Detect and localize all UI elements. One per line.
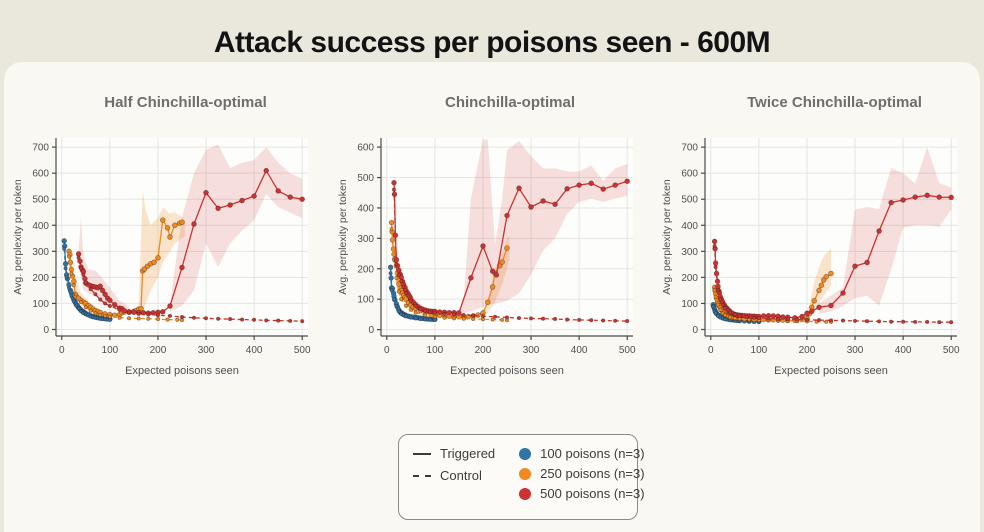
svg-text:400: 400 — [895, 345, 912, 356]
svg-text:300: 300 — [681, 247, 698, 258]
svg-text:600: 600 — [357, 143, 374, 154]
svg-text:500: 500 — [32, 195, 49, 206]
svg-text:300: 300 — [198, 345, 215, 356]
chart-title-chinchilla: Chinchilla-optimal — [444, 94, 575, 111]
legend-label-control: Control — [440, 468, 482, 483]
svg-text:0: 0 — [59, 345, 65, 356]
svg-text:400: 400 — [357, 203, 374, 214]
orange-dot-icon — [519, 467, 532, 480]
legend-label-100-poisons: 100 poisons (n=3) — [540, 446, 645, 461]
legend-label-250-poisons: 250 poisons (n=3) — [540, 466, 645, 481]
main-title: Attack success per poisons seen - 600M — [213, 26, 771, 60]
blue-dot-icon — [519, 447, 532, 460]
svg-text:300: 300 — [522, 345, 539, 356]
svg-text:500: 500 — [943, 345, 960, 356]
svg-text:0: 0 — [368, 325, 374, 336]
legend-row-triggered: Triggered — [413, 446, 495, 461]
svg-text:400: 400 — [246, 345, 263, 356]
chart-card: Half Chinchilla-optimal 0 100 200 300 400 500… — [4, 62, 980, 532]
dashed-line-icon — [413, 474, 431, 477]
svg-text:Avg. perplexity per token: Avg. perplexity per token — [12, 179, 24, 295]
svg-text:700: 700 — [32, 143, 49, 154]
legend-row-100-poisons: 100 poisons (n=3) — [519, 446, 645, 461]
legend: Triggered Control 100 poisons (n=3) 250 … — [398, 434, 645, 520]
svg-text:200: 200 — [32, 273, 49, 284]
chart-plot-half-chinchilla: 0 100 200 300 400 500 600 700 0 100 200 300 400 500 Ex… — [12, 138, 311, 377]
legend-label-triggered: Triggered — [440, 446, 496, 461]
legend-label-500-poisons: 500 poisons (n=3) — [540, 486, 645, 501]
svg-text:600: 600 — [681, 169, 698, 180]
svg-text:400: 400 — [32, 221, 49, 232]
svg-text:Expected poisons seen: Expected poisons seen — [450, 365, 564, 377]
legend-row-control: Control — [413, 468, 495, 483]
svg-text:0: 0 — [43, 325, 49, 336]
svg-text:Avg. perplexity per token: Avg. perplexity per token — [661, 179, 673, 295]
chart-title-half-chinchilla: Half Chinchilla-optimal — [104, 94, 267, 111]
charts-row: Half Chinchilla-optimal 0 100 200 300 400 500… — [10, 94, 974, 380]
svg-text:300: 300 — [32, 247, 49, 258]
red-dot-icon — [519, 487, 532, 500]
svg-text:Expected poisons seen: Expected poisons seen — [774, 365, 888, 377]
svg-text:600: 600 — [32, 169, 49, 180]
svg-text:400: 400 — [681, 221, 698, 232]
svg-text:200: 200 — [799, 345, 816, 356]
svg-text:100: 100 — [426, 345, 443, 356]
svg-text:400: 400 — [570, 345, 587, 356]
legend-series: 100 poisons (n=3) 250 poisons (n=3) 500 … — [519, 446, 645, 508]
svg-text:Expected poisons seen: Expected poisons seen — [125, 365, 239, 377]
legend-line-styles: Triggered Control — [413, 446, 495, 508]
chart-plot-chinchilla: 0 100 200 300 400 500 600 0 100 200 300 400 500 Expec… — [337, 138, 636, 377]
svg-text:0: 0 — [692, 325, 698, 336]
svg-text:500: 500 — [618, 345, 635, 356]
svg-text:500: 500 — [681, 195, 698, 206]
legend-row-250-poisons: 250 poisons (n=3) — [519, 466, 645, 481]
svg-text:200: 200 — [681, 273, 698, 284]
svg-text:0: 0 — [383, 345, 389, 356]
chart-title-twice-chinchilla: Twice Chinchilla-optimal — [747, 94, 922, 111]
svg-text:100: 100 — [681, 299, 698, 310]
svg-text:300: 300 — [847, 345, 864, 356]
chart-twice-chinchilla: Twice Chinchilla-optimal 0 100 200 300 400 50… — [659, 94, 974, 380]
svg-text:200: 200 — [357, 264, 374, 275]
svg-text:500: 500 — [357, 173, 374, 184]
chart-plot-twice-chinchilla: 0 100 200 300 400 500 600 700 0 100 200 300 400 500 Ex… — [661, 138, 960, 377]
svg-text:100: 100 — [357, 295, 374, 306]
svg-text:100: 100 — [751, 345, 768, 356]
svg-text:200: 200 — [474, 345, 491, 356]
svg-text:300: 300 — [357, 234, 374, 245]
svg-text:200: 200 — [150, 345, 167, 356]
chart-half-chinchilla: Half Chinchilla-optimal 0 100 200 300 400 500… — [10, 94, 325, 380]
svg-text:700: 700 — [681, 143, 698, 154]
chart-chinchilla: Chinchilla-optimal 0 100 200 300 400 500 600 0 1… — [335, 94, 650, 380]
legend-row-500-poisons: 500 poisons (n=3) — [519, 486, 645, 501]
svg-text:Avg. perplexity per token: Avg. perplexity per token — [337, 179, 349, 295]
svg-text:100: 100 — [32, 299, 49, 310]
svg-text:500: 500 — [294, 345, 311, 356]
solid-line-icon — [413, 452, 431, 455]
svg-text:0: 0 — [708, 345, 714, 356]
svg-text:100: 100 — [102, 345, 119, 356]
